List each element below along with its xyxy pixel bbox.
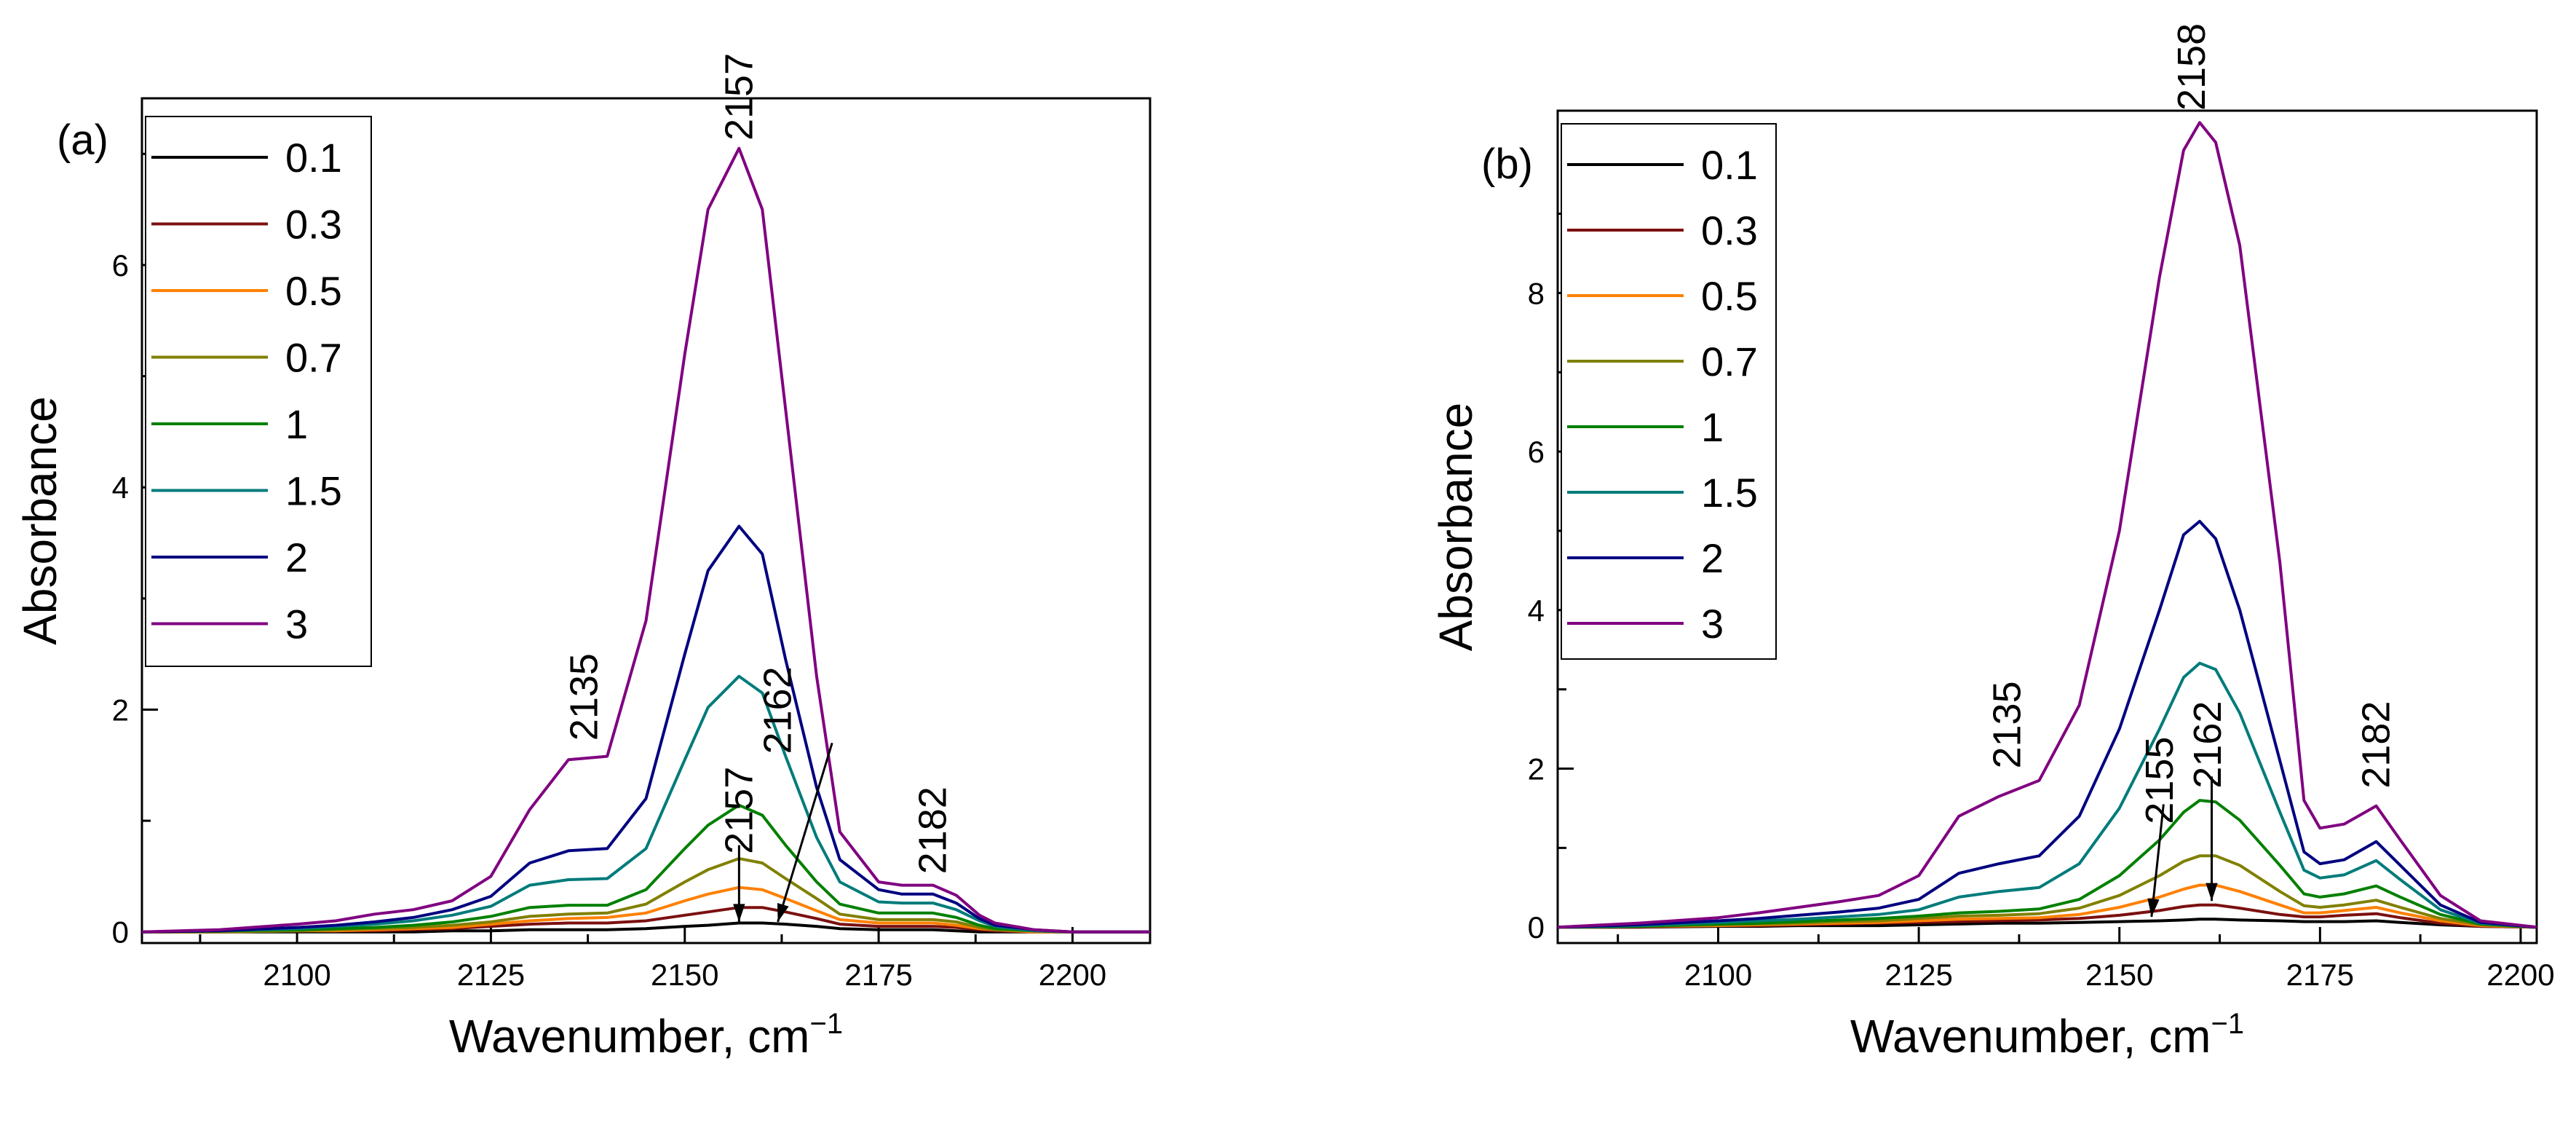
annotation-arrow-head: [2147, 898, 2160, 918]
x-axis-title: Wavenumber, cm−1: [1850, 1008, 2244, 1062]
panel-label: (a): [57, 117, 108, 164]
legend-label: 0.1: [1701, 142, 1758, 188]
peak-annotation: 2155: [2138, 737, 2181, 824]
plot-frame: [140, 97, 1152, 944]
chart-panel-a: 2100 2125 2150 2175 2200 0 2 4 6 Wavenumber, cm−1…: [14, 53, 1152, 1062]
legend-label: 0.7: [1701, 339, 1758, 384]
y-tick-label: 0: [112, 915, 129, 950]
legend-label: 1: [1701, 404, 1724, 450]
peak-annotation: 2157: [717, 767, 761, 854]
series-line-3: [141, 146, 1150, 934]
x-axis-title-superscript: −1: [809, 1008, 843, 1040]
peak-annotation: 2135: [562, 653, 606, 741]
y-tick-label: 2: [1528, 752, 1545, 786]
series-line-0.1: [142, 921, 1150, 934]
series-line-1: [1557, 799, 2537, 929]
legend-label: 0.3: [285, 202, 342, 248]
y-tick-label: 8: [1528, 276, 1545, 310]
peak-annotation: 2157: [717, 53, 761, 141]
series-line-1: [141, 803, 1150, 934]
legend-label: 1.5: [285, 468, 342, 514]
chart-panel-b: 2100 2125 2150 2175 2200 0 2 4 6 8 Wavenumber, cm−…: [1430, 23, 2555, 1062]
legend-label: 0.5: [1701, 273, 1758, 319]
legend-label: 2: [1701, 535, 1724, 581]
y-tick-label: 4: [112, 470, 129, 505]
legend-label: 3: [1701, 601, 1724, 647]
annotation-arrow-line: [777, 742, 833, 923]
x-tick-label: 2125: [457, 958, 525, 992]
series-line-0.7: [1557, 854, 2537, 929]
legend-label: 0.1: [285, 135, 342, 181]
legend-label: 0.3: [1701, 208, 1758, 253]
legend-box: [1561, 123, 1777, 660]
series-line-3: [1557, 121, 2537, 929]
x-axis-title-text: Wavenumber, cm: [1850, 1010, 2211, 1062]
legend-box: [145, 116, 372, 667]
legend-label: 2: [285, 535, 308, 580]
x-tick-label: 2150: [2085, 958, 2153, 992]
x-tick-label: 2125: [1885, 958, 1952, 992]
x-axis-title-text: Wavenumber, cm: [449, 1010, 810, 1062]
x-tick-label: 2150: [651, 958, 718, 992]
y-tick-label: 6: [112, 248, 129, 283]
peak-annotation: 2182: [2355, 701, 2398, 789]
annotation-arrow-head: [2206, 883, 2218, 902]
series-line-1.5: [1557, 661, 2537, 929]
plot-frame: [1556, 109, 2538, 944]
peak-annotation: 2162: [2186, 701, 2230, 789]
y-tick-label: 4: [1528, 593, 1545, 628]
annotation-arrow-line: [2150, 804, 2165, 918]
series-line-2: [141, 524, 1150, 934]
x-tick-label: 2100: [1684, 958, 1752, 992]
x-axis-title: Wavenumber, cm−1: [449, 1008, 843, 1062]
x-tick-label: 2175: [2286, 958, 2354, 992]
peak-annotation: 2135: [1985, 681, 2029, 768]
y-tick-label: 2: [112, 693, 129, 727]
x-tick-label: 2200: [1039, 958, 1106, 992]
x-tick-label: 2200: [2486, 958, 2554, 992]
x-axis-title-superscript: −1: [2211, 1008, 2244, 1040]
annotation-arrow-head: [733, 904, 745, 922]
series-line-0.7: [142, 857, 1150, 934]
y-axis-title: Absorbance: [14, 396, 66, 645]
peak-annotation: 2182: [911, 786, 955, 874]
x-tick-label: 2175: [844, 958, 912, 992]
peak-annotation: 2162: [756, 666, 800, 754]
panel-label: (b): [1481, 141, 1533, 188]
legend-label: 0.5: [285, 268, 342, 314]
legend-label: 3: [285, 601, 308, 647]
series-line-1.5: [141, 674, 1150, 934]
peak-annotation: 2158: [2170, 23, 2214, 111]
legend-label: 1.5: [1701, 470, 1758, 516]
legend-label: 0.7: [285, 335, 342, 381]
series-line-2: [1557, 519, 2537, 929]
y-tick-label: 6: [1528, 435, 1545, 469]
annotation-arrow-head: [777, 903, 789, 922]
y-axis-title: Absorbance: [1430, 403, 1482, 652]
legend-label: 1: [285, 401, 308, 447]
y-tick-label: 0: [1528, 910, 1545, 944]
x-tick-label: 2100: [263, 958, 330, 992]
